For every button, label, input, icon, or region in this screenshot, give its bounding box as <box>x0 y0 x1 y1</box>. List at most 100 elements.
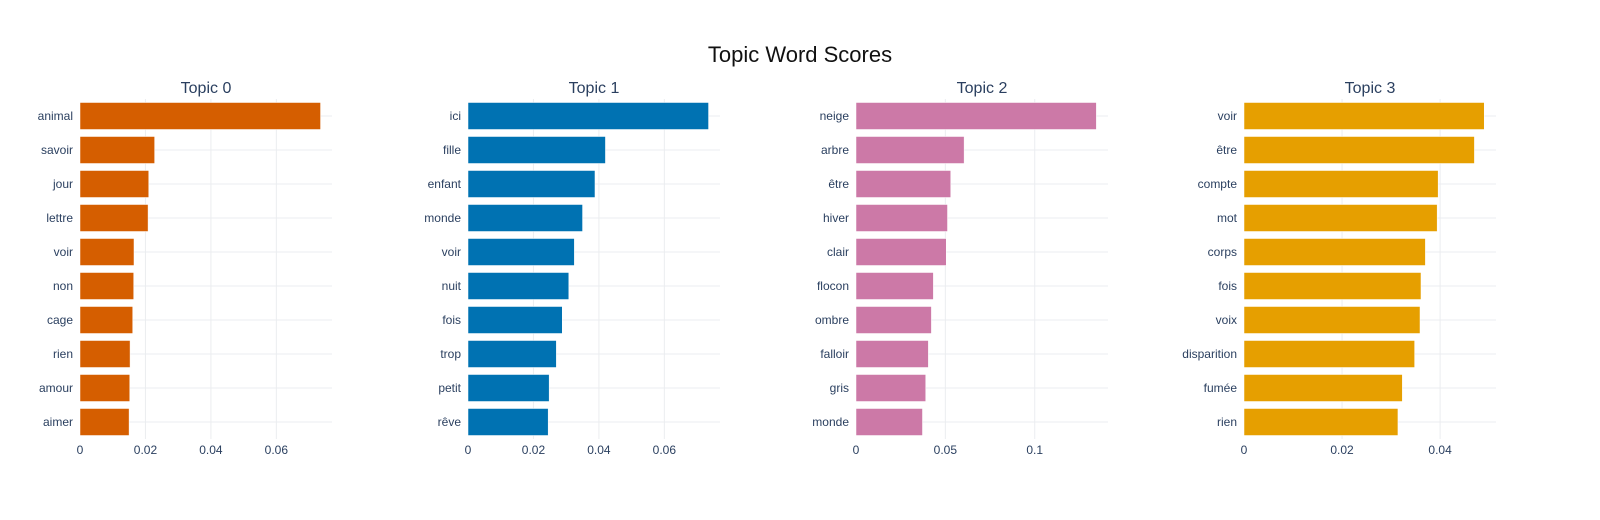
category-label: gris <box>830 381 849 395</box>
category-label: cage <box>47 313 73 327</box>
category-label: disparition <box>1182 347 1237 361</box>
bar[interactable] <box>1243 170 1439 198</box>
x-tick-label: 0.02 <box>134 443 158 457</box>
bar[interactable] <box>79 408 130 436</box>
bar[interactable] <box>79 238 135 266</box>
bar[interactable] <box>855 170 951 198</box>
bar[interactable] <box>1243 238 1426 266</box>
bar[interactable] <box>855 340 929 368</box>
bar[interactable] <box>79 306 133 334</box>
x-tick-label: 0 <box>465 443 472 457</box>
category-label: non <box>53 279 73 293</box>
x-tick-label: 0.04 <box>199 443 223 457</box>
subplot-title: Topic 0 <box>181 80 232 97</box>
x-tick-label: 0.04 <box>1428 443 1452 457</box>
category-label: petit <box>438 381 461 395</box>
bar[interactable] <box>1243 102 1485 130</box>
category-label: être <box>828 177 849 191</box>
bar[interactable] <box>467 272 570 300</box>
category-label: lettre <box>46 211 73 225</box>
bar[interactable] <box>79 136 155 164</box>
bar[interactable] <box>1243 204 1438 232</box>
bar[interactable] <box>467 374 550 402</box>
panel-topic-3: Topic 3 voir être compte mot corps fois voix dis… <box>1182 80 1496 457</box>
bar[interactable] <box>467 238 575 266</box>
x-tick-label: 0.06 <box>653 443 677 457</box>
x-tick-label: 0 <box>1241 443 1248 457</box>
bar[interactable] <box>79 102 321 130</box>
bar[interactable] <box>1243 408 1399 436</box>
bar[interactable] <box>467 408 549 436</box>
category-label: fois <box>1218 279 1237 293</box>
category-label: voir <box>54 245 73 259</box>
bar[interactable] <box>855 102 1097 130</box>
x-tick-label: 0.02 <box>1330 443 1354 457</box>
panel-topic-0: Topic 0 animal savoir jour lettre voir non cage… <box>38 80 332 457</box>
category-label: jour <box>52 177 73 191</box>
category-label: trop <box>440 347 461 361</box>
bar[interactable] <box>855 374 926 402</box>
bar[interactable] <box>855 238 947 266</box>
category-label: rêve <box>438 415 462 429</box>
subplot-title: Topic 1 <box>569 80 620 97</box>
bar[interactable] <box>79 204 149 232</box>
category-label: mot <box>1217 211 1238 225</box>
bar[interactable] <box>855 272 934 300</box>
bar[interactable] <box>1243 340 1415 368</box>
category-label: animal <box>38 109 73 123</box>
bar[interactable] <box>1243 374 1403 402</box>
category-label: voix <box>1216 313 1237 327</box>
category-label: corps <box>1208 245 1237 259</box>
bar[interactable] <box>467 102 709 130</box>
category-label: nuit <box>442 279 462 293</box>
category-label: clair <box>827 245 849 259</box>
category-label: voir <box>1218 109 1237 123</box>
category-label: monde <box>812 415 849 429</box>
bar[interactable] <box>79 272 134 300</box>
bar[interactable] <box>1243 272 1422 300</box>
category-label: ici <box>450 109 461 123</box>
bar[interactable] <box>79 374 130 402</box>
bar[interactable] <box>1243 306 1421 334</box>
bar[interactable] <box>467 306 563 334</box>
bar[interactable] <box>467 136 606 164</box>
category-label: voir <box>442 245 461 259</box>
panel-topic-2: Topic 2 neige arbre être hiver clair flocon omb… <box>812 80 1108 457</box>
x-tick-label: 0 <box>853 443 860 457</box>
subplot-title: Topic 2 <box>957 80 1008 97</box>
bar[interactable] <box>467 340 557 368</box>
category-label: rien <box>53 347 73 361</box>
category-label: rien <box>1217 415 1237 429</box>
bar[interactable] <box>855 204 948 232</box>
category-label: aimer <box>43 415 73 429</box>
x-tick-label: 0.05 <box>934 443 958 457</box>
category-label: fumée <box>1204 381 1238 395</box>
bar[interactable] <box>467 170 596 198</box>
bar[interactable] <box>1243 136 1475 164</box>
category-label: amour <box>39 381 73 395</box>
category-label: falloir <box>820 347 849 361</box>
category-label: enfant <box>428 177 462 191</box>
chart-title: Topic Word Scores <box>707 42 893 67</box>
bar[interactable] <box>855 408 923 436</box>
subplot-title: Topic 3 <box>1345 80 1396 97</box>
x-tick-label: 0.02 <box>522 443 546 457</box>
category-label: ombre <box>815 313 849 327</box>
category-label: compte <box>1198 177 1238 191</box>
x-tick-label: 0.04 <box>587 443 611 457</box>
category-label: neige <box>820 109 850 123</box>
bar[interactable] <box>467 204 583 232</box>
bar[interactable] <box>79 170 149 198</box>
x-tick-label: 0.1 <box>1026 443 1043 457</box>
category-label: fois <box>442 313 461 327</box>
bar[interactable] <box>855 136 965 164</box>
category-label: savoir <box>41 143 73 157</box>
category-label: hiver <box>823 211 849 225</box>
bar[interactable] <box>855 306 932 334</box>
category-label: arbre <box>821 143 849 157</box>
category-label: flocon <box>817 279 849 293</box>
category-label: fille <box>443 143 461 157</box>
bar[interactable] <box>79 340 131 368</box>
category-label: être <box>1216 143 1237 157</box>
